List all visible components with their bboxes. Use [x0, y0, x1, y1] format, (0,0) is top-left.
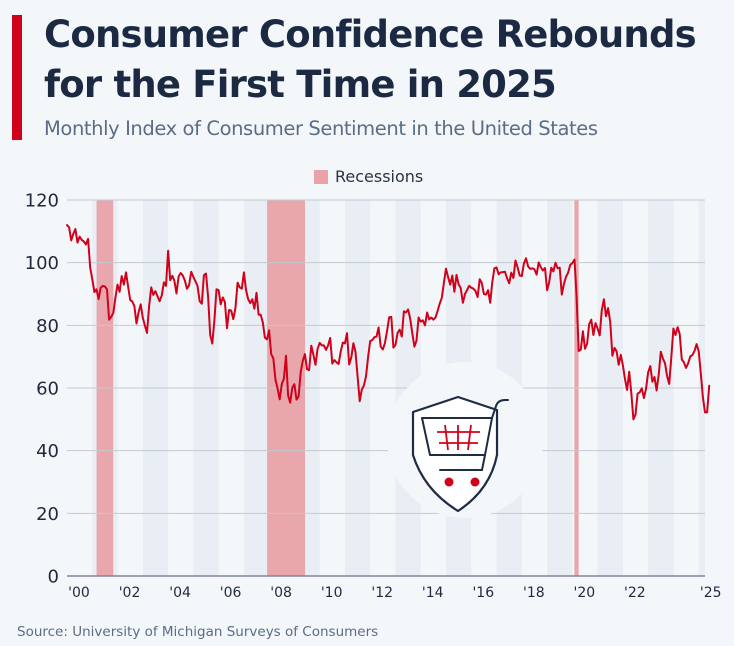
y-tick-label: 20 — [36, 504, 59, 525]
cart-wheel-left — [444, 477, 454, 487]
legend-swatch-recessions — [314, 169, 328, 184]
cart-grid — [437, 424, 480, 451]
x-tick-label: '20 — [574, 585, 596, 601]
y-tick-label: 0 — [48, 567, 59, 588]
cart-wheel-right — [470, 477, 480, 487]
source-note: Source: University of Michigan Surveys o… — [17, 624, 379, 640]
x-tick-label: '12 — [371, 585, 393, 601]
axes: 0 20 40 60 80 100 120 '00 '02 '04 '06 '08 '10 '12 '14 '… — [25, 191, 722, 602]
x-tick-label: '16 — [472, 585, 494, 601]
x-tick-label: '04 — [169, 585, 191, 601]
x-tick-label: '00 — [68, 585, 90, 601]
y-tick-label: 120 — [25, 191, 59, 212]
sentiment-line — [66, 224, 711, 421]
cart-handle — [491, 399, 509, 419]
x-tick-label: '06 — [220, 585, 242, 601]
y-tick-label: 80 — [36, 316, 59, 337]
series-line-consumer-sentiment — [66, 224, 711, 421]
cart-frame — [439, 454, 486, 471]
legend-label-recessions: Recessions — [335, 167, 424, 186]
gridlines — [67, 199, 705, 577]
legend: Recessions — [314, 167, 423, 186]
x-tick-label: '18 — [523, 585, 545, 601]
chart-title: Consumer Confidence Rebounds for the Fir… — [44, 13, 697, 106]
shopping-cart-shield-icon — [387, 362, 543, 518]
title-accent-bar — [12, 15, 22, 140]
y-tick-label: 100 — [25, 253, 59, 274]
x-tick-label: '10 — [321, 585, 343, 601]
chart-subtitle: Monthly Index of Consumer Sentiment in t… — [44, 117, 598, 140]
x-tick-label: '08 — [270, 585, 292, 601]
x-tick-label: '22 — [624, 585, 646, 601]
y-tick-label: 40 — [36, 441, 59, 462]
x-tick-label: '25 — [700, 585, 722, 601]
x-tick-label: '14 — [422, 585, 444, 601]
y-tick-label: 60 — [36, 379, 59, 400]
x-tick-label: '02 — [119, 585, 141, 601]
